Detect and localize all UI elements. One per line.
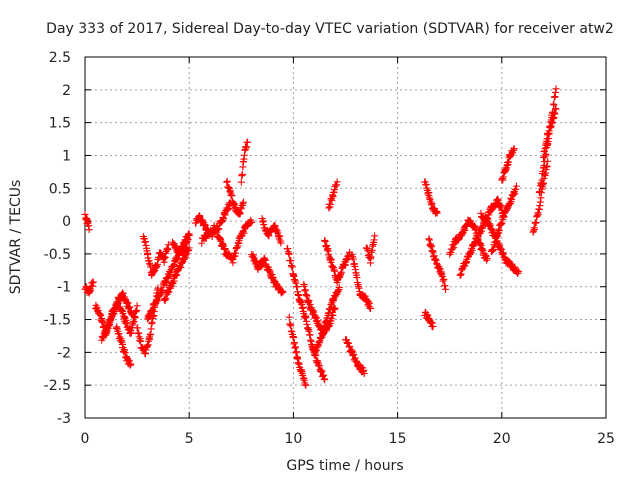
data-point-plus xyxy=(305,297,313,305)
plot-frame xyxy=(84,56,607,419)
chart-title: Day 333 of 2017, Sidereal Day-to-day VTE… xyxy=(46,21,614,37)
y-tick-label: 0 xyxy=(62,214,71,230)
x-tick-label: 0 xyxy=(81,431,90,447)
data-point-plus xyxy=(550,101,558,109)
data-point-plus xyxy=(288,263,296,271)
y-tick-label: 2 xyxy=(62,83,71,99)
data-point-plus xyxy=(429,323,437,331)
data-point-plus xyxy=(302,381,310,389)
data-point-plus xyxy=(333,178,341,186)
data-point-plus xyxy=(285,250,293,258)
data-point-plus xyxy=(335,284,343,292)
data-point-plus xyxy=(538,176,546,184)
data-point-plus xyxy=(133,302,141,310)
data-point-plus xyxy=(371,232,379,240)
data-point-plus xyxy=(483,254,491,262)
data-point-plus xyxy=(287,322,295,330)
data-point-plus xyxy=(510,145,518,153)
data-point-plus xyxy=(127,360,135,368)
y-tick-label: 0.5 xyxy=(49,181,71,197)
y-tick-label: -3 xyxy=(57,411,71,427)
data-point-plus xyxy=(321,376,329,384)
data-point-plus xyxy=(552,85,560,93)
data-point-plus xyxy=(531,225,539,233)
x-axis-label: GPS time / hours xyxy=(286,458,403,474)
axis-ticks: 0 5 10 15 20 25 -3 -2.5 -2 -1.5 -1 -0.5 0 0.5 1 1.5 2 2.5 xyxy=(44,50,615,447)
data-point-plus xyxy=(289,333,297,341)
y-tick-label: -1 xyxy=(57,280,71,296)
data-point-plus xyxy=(442,285,450,293)
data-point-plus xyxy=(552,105,560,113)
data-point-plus xyxy=(536,188,544,196)
data-point-plus xyxy=(512,182,520,190)
y-axis-label: SDTVAR / TECUs xyxy=(8,180,24,295)
data-point-plus xyxy=(433,209,441,217)
data-point-plus xyxy=(239,198,247,206)
y-tick-label: -2 xyxy=(57,345,71,361)
y-tick-label: 2.5 xyxy=(49,50,71,66)
data-point-plus xyxy=(450,244,458,252)
data-point-plus xyxy=(514,267,522,275)
data-point-plus xyxy=(279,288,287,296)
data-point-plus xyxy=(89,278,97,286)
x-tick-label: 15 xyxy=(389,431,407,447)
x-tick-label: 10 xyxy=(284,431,302,447)
data-point-plus xyxy=(229,259,237,267)
data-point-plus xyxy=(85,226,93,234)
data-point-plus xyxy=(277,239,285,247)
y-tick-label: 1 xyxy=(62,148,71,164)
data-point-plus xyxy=(237,178,245,186)
y-tick-label: -2.5 xyxy=(44,378,71,394)
data-point-plus xyxy=(327,256,335,264)
data-point-plus xyxy=(367,304,375,312)
y-tick-label: 1.5 xyxy=(49,116,71,132)
data-point-plus xyxy=(291,343,299,351)
x-tick-label: 5 xyxy=(185,431,194,447)
x-tick-label: 25 xyxy=(597,431,615,447)
grid-lines xyxy=(84,56,607,419)
y-tick-label: -0.5 xyxy=(44,247,71,263)
data-point-plus xyxy=(131,314,139,322)
data-point-plus xyxy=(248,218,256,226)
data-point-plus xyxy=(238,170,246,178)
data-point-plus xyxy=(285,313,293,321)
data-point-plus xyxy=(137,337,145,345)
data-point-plus xyxy=(498,219,506,227)
data-point-plus xyxy=(360,370,368,378)
data-point-plus xyxy=(244,138,252,146)
y-tick-label: -1.5 xyxy=(44,313,71,329)
data-point-plus xyxy=(367,259,375,267)
data-point-plus xyxy=(154,284,162,292)
data-point-plus xyxy=(236,210,244,218)
data-points xyxy=(81,85,560,389)
data-point-plus xyxy=(440,276,448,284)
data-point-plus xyxy=(185,232,193,240)
data-point-plus xyxy=(539,153,547,161)
data-point-plus xyxy=(228,192,236,200)
x-tick-label: 20 xyxy=(493,431,511,447)
